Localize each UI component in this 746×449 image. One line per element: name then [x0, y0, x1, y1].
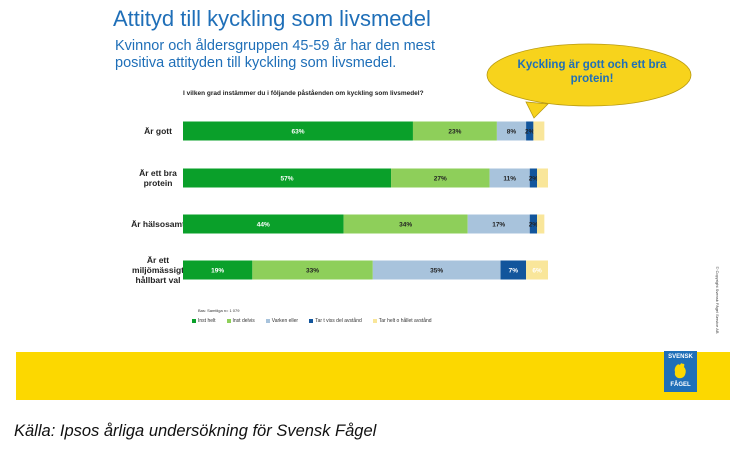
- legend-swatch: [192, 319, 196, 323]
- bar-segment: [467, 214, 530, 234]
- bar-segment: [533, 121, 545, 141]
- bar-segment: [496, 121, 527, 141]
- bar-segment: [489, 168, 530, 188]
- legend-item: Tar t viss del avstånd: [309, 318, 362, 324]
- legend-item: Inst helt: [192, 318, 216, 324]
- legend-swatch: [265, 319, 270, 323]
- category-label: Är hälsosamt: [131, 219, 185, 229]
- data-label: 57%: [281, 176, 294, 183]
- bar-segment: [537, 168, 548, 188]
- legend-swatch: [372, 319, 377, 323]
- bar-segment: [526, 260, 548, 280]
- legend-label: Varken eller: [271, 318, 299, 324]
- legend-item: Inst delvis: [226, 318, 255, 324]
- logo-top-text: SVENSK: [668, 354, 693, 360]
- data-label: 2%: [529, 222, 539, 229]
- data-label: 63%: [291, 129, 304, 136]
- yellow-footer-band: [16, 352, 730, 400]
- data-label: 11%: [503, 176, 516, 183]
- category-label: Är ett miljömässigt hållbart val: [132, 255, 184, 285]
- speech-bubble: [486, 43, 692, 119]
- source-note: Källa: Ipsos årliga undersökning för Sve…: [14, 422, 377, 440]
- bar-segment: [529, 214, 538, 234]
- bar-segment: [183, 121, 413, 141]
- chart-legend: Inst helt Inst delvis Varken eller Tar t vi…: [192, 318, 432, 324]
- bar-segment: [252, 260, 373, 280]
- chart-question: I vilken grad instämmer du i följande på…: [183, 90, 424, 97]
- legend-label: Inst helt: [198, 318, 216, 324]
- bar-segment: [412, 121, 497, 141]
- legend-item: Tar helt o hållet avstånd: [372, 318, 432, 324]
- bar-segment: [343, 214, 468, 234]
- bar-segment: [537, 214, 545, 234]
- logo-bottom-text: FÅGEL: [670, 382, 691, 388]
- legend-swatch: [309, 319, 314, 323]
- bar-segment: [183, 260, 253, 280]
- data-label: 2%: [529, 176, 539, 183]
- bar-segment: [183, 168, 392, 188]
- data-label: 7%: [509, 268, 519, 275]
- legend-label: Tar helt o hållet avstånd: [378, 318, 432, 324]
- legend-label: Tar t viss del avstånd: [315, 318, 362, 324]
- data-label: 33%: [306, 268, 319, 275]
- bar-segment: [529, 168, 538, 188]
- page-title: Attityd till kyckling som livsmedel: [113, 6, 431, 31]
- data-label: 35%: [430, 268, 443, 275]
- rooster-icon: [674, 363, 686, 379]
- bar-segment: [372, 260, 501, 280]
- stacked-bar-chart: Är gott 63% 23% 8% 2% Är ett bra protein 57% 27%…: [131, 121, 548, 285]
- callout-text: Kyckling är gott och ett bra protein!: [517, 59, 667, 85]
- bar-segment: [391, 168, 490, 188]
- data-label: 44%: [257, 222, 270, 229]
- category-label: Är gott: [144, 126, 172, 136]
- data-label: 6%: [532, 268, 542, 275]
- base-note: Bas: Samtliga n= 1 079: [198, 308, 240, 313]
- legend-item: Varken eller: [265, 318, 299, 324]
- page-subtitle: Kvinnor och åldersgruppen 45-59 år har d…: [115, 38, 435, 71]
- data-label: 17%: [492, 222, 505, 229]
- data-label: 34%: [399, 222, 412, 229]
- category-label: Är ett bra protein: [139, 168, 177, 188]
- legend-label: Inst delvis: [232, 318, 255, 324]
- copyright-text: © Copyright Svensk Fågel Service AB: [715, 266, 720, 334]
- bar-segment: [183, 214, 344, 234]
- legend-swatch: [226, 319, 231, 323]
- bar-segment: [500, 260, 527, 280]
- data-label: 19%: [211, 268, 224, 275]
- data-label: 27%: [434, 176, 447, 183]
- data-label: 2%: [525, 129, 535, 136]
- data-label: 8%: [507, 129, 517, 136]
- bar-segment: [526, 121, 534, 141]
- data-label: 23%: [448, 129, 461, 136]
- svensk-fagel-logo: SVENSK FÅGEL: [664, 351, 697, 392]
